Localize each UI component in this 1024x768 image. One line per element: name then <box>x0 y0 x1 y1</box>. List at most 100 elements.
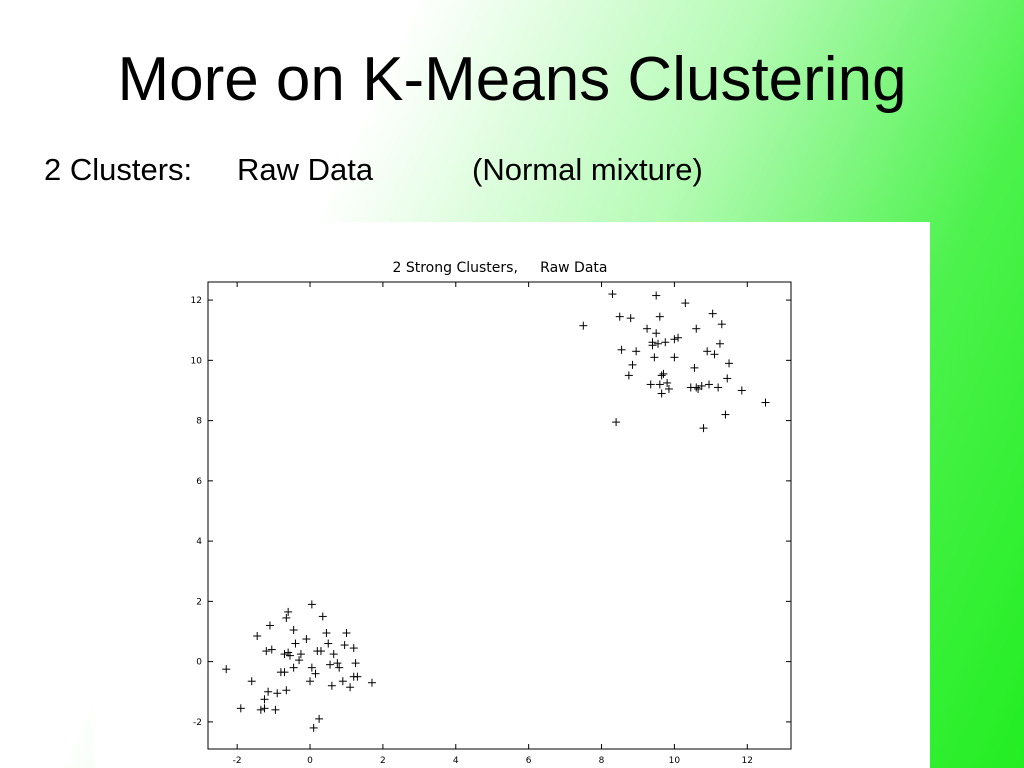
data-point <box>222 665 231 674</box>
plot-frame <box>207 281 792 750</box>
y-tick-label: 6 <box>196 477 202 487</box>
data-point <box>264 687 273 696</box>
x-tick-label: 2 <box>380 756 386 766</box>
data-point <box>579 321 588 330</box>
x-tick-label: 8 <box>599 756 605 766</box>
y-tick-label: 0 <box>196 658 202 668</box>
data-point <box>346 683 355 692</box>
data-point <box>311 669 320 678</box>
data-point <box>608 290 617 299</box>
data-point <box>624 371 633 380</box>
data-point <box>265 621 274 630</box>
data-point <box>329 650 338 659</box>
data-point <box>632 347 641 356</box>
data-point <box>236 704 245 713</box>
subtitle-raw-data: Raw Data <box>237 152 374 187</box>
data-point <box>626 314 635 323</box>
data-point <box>342 629 351 638</box>
x-tick-label: 12 <box>742 756 753 766</box>
y-tick-label: -2 <box>193 718 202 728</box>
data-point <box>260 704 269 713</box>
data-point <box>307 600 316 609</box>
data-point <box>273 689 282 698</box>
data-point <box>260 695 269 704</box>
data-point <box>295 656 304 665</box>
data-point <box>615 312 624 321</box>
data-point <box>690 363 699 372</box>
data-point <box>703 347 712 356</box>
data-point <box>715 339 724 348</box>
data-point <box>253 632 262 641</box>
data-point <box>654 339 663 348</box>
data-point <box>351 659 360 668</box>
data-point <box>309 723 318 732</box>
x-tick-label: 6 <box>526 756 532 766</box>
x-tick-label: 0 <box>307 756 313 766</box>
data-point <box>282 613 291 622</box>
data-point <box>725 359 734 368</box>
data-point <box>338 677 347 686</box>
data-point <box>326 660 335 669</box>
chart-title: 2 Strong Clusters, Raw Data <box>393 260 608 276</box>
data-point <box>650 353 659 362</box>
data-point <box>280 668 289 677</box>
data-point <box>699 424 708 433</box>
data-point <box>349 672 358 681</box>
data-point <box>652 291 661 300</box>
data-point <box>617 345 626 354</box>
y-tick-label: 12 <box>191 296 202 306</box>
data-point <box>256 705 265 714</box>
x-tick-label: -2 <box>233 756 242 766</box>
data-point <box>316 647 325 656</box>
data-point <box>282 686 291 695</box>
scatter-plot: 2 Strong Clusters, Raw Data -2 0 2 4 6 8 10 12 -… <box>191 260 792 766</box>
y-tick-label: 4 <box>196 537 202 547</box>
slide-title: More on K-Means Clustering <box>117 45 907 114</box>
data-point <box>717 320 726 329</box>
subtitle-normal-mixture: (Normal mixture) <box>472 152 703 187</box>
data-point <box>322 629 331 638</box>
data-point <box>655 312 664 321</box>
y-tick-label: 2 <box>196 597 202 607</box>
data-point <box>247 677 256 686</box>
data-point <box>307 663 316 672</box>
data-point <box>289 663 298 672</box>
data-point <box>663 378 672 387</box>
data-point <box>289 625 298 634</box>
data-point <box>664 384 673 393</box>
data-point <box>670 353 679 362</box>
data-point <box>327 681 336 690</box>
data-point <box>315 714 324 723</box>
data-point <box>291 639 300 648</box>
y-tick-label: 8 <box>196 417 202 427</box>
data-point <box>284 607 293 616</box>
data-point <box>340 641 349 650</box>
data-point <box>652 329 661 338</box>
data-point <box>674 333 683 342</box>
data-point <box>708 309 717 318</box>
x-tick-label: 10 <box>669 756 681 766</box>
data-point <box>628 360 637 369</box>
subtitle-clusters: 2 Clusters: <box>44 152 193 187</box>
data-point <box>697 381 706 390</box>
data-point <box>681 299 690 308</box>
data-point <box>761 398 770 407</box>
data-point <box>267 645 276 654</box>
data-point <box>306 677 315 686</box>
data-point <box>280 650 289 659</box>
data-point <box>657 389 666 398</box>
data-point <box>349 644 358 653</box>
chart-figure: 2 Strong Clusters, Raw Data -2 0 2 4 6 8 10 12 -… <box>94 222 930 768</box>
data-point <box>705 380 714 389</box>
data-point <box>333 659 342 668</box>
data-point <box>262 647 271 656</box>
data-point <box>692 383 701 392</box>
data-point <box>659 369 668 378</box>
data-point <box>285 651 294 660</box>
x-tick-label: 4 <box>453 756 459 766</box>
data-point <box>723 374 732 383</box>
data-point <box>324 639 333 648</box>
data-point <box>670 335 679 344</box>
data-point <box>318 612 327 621</box>
data-point <box>302 635 311 644</box>
